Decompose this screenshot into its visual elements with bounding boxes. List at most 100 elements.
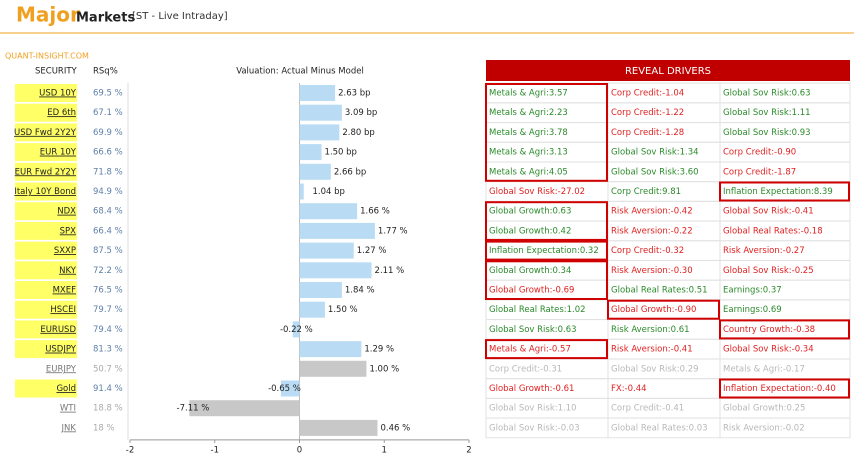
security-highlight [15, 359, 77, 378]
security-highlight [15, 261, 77, 280]
rsq: 69.5 % [93, 89, 123, 99]
security-highlight [15, 241, 77, 260]
driver: Metals & Agri:3.57 [489, 89, 568, 99]
rsq: 71.8 % [93, 167, 123, 177]
x-tick-label: 0 [297, 445, 302, 455]
driver: Corp Credit:-1.28 [611, 128, 684, 138]
security: WTI [60, 404, 76, 414]
rsq: 66.6 % [93, 148, 123, 158]
driver: Global Growth:0.63 [489, 207, 571, 217]
x-tick-label: -1 [211, 445, 219, 455]
security-highlight [15, 221, 77, 240]
driver: Inflation Expectation:0.32 [489, 246, 599, 256]
security-highlight [15, 202, 77, 221]
bar-label: 1.29 % [364, 345, 394, 355]
rsq: 91.4 % [93, 384, 123, 394]
driver-highlight-box [485, 339, 608, 360]
bar [299, 262, 372, 279]
bar-label: 1.00 % [369, 364, 399, 374]
security: JNK [61, 423, 77, 433]
bar-label: 2.63 bp [338, 89, 370, 99]
security: SPX [60, 226, 77, 236]
mode: [ST - Live Intraday] [132, 11, 228, 22]
driver: Corp Credit:-0.90 [723, 148, 796, 158]
driver: Global Sov Risk:0.63 [489, 325, 577, 335]
driver-highlight-box [719, 319, 850, 340]
security: EUR Fwd 2Y2Y [15, 167, 77, 177]
drivers-header [486, 60, 850, 81]
security-highlight [15, 123, 77, 142]
driver: Metals & Agri:4.05 [489, 167, 568, 177]
driver: Global Growth:0.34 [489, 266, 571, 276]
security: EURUSD [40, 325, 76, 335]
title: Major [16, 3, 80, 27]
driver-highlight-box [719, 181, 850, 202]
security: USDJPY [45, 345, 77, 355]
bar [299, 144, 322, 161]
security-highlight [15, 379, 77, 398]
driver: Metals & Agri:3.13 [489, 148, 568, 158]
bar-label: 2.80 bp [342, 128, 374, 138]
column-header: RSq% [93, 67, 118, 77]
bar [299, 124, 340, 141]
column-header: SECURITY [35, 67, 78, 77]
security-highlight [15, 143, 77, 162]
bar-label: 1.66 % [360, 207, 390, 217]
driver: Global Real Rates:0.03 [611, 423, 708, 433]
security-highlight [15, 162, 77, 181]
driver: Global Sov Risk:-0.03 [489, 423, 580, 433]
driver: Global Growth:-0.90 [611, 305, 696, 315]
driver: Global Sov Risk:0.93 [723, 128, 811, 138]
rsq: 81.3 % [93, 345, 123, 355]
driver: Metals & Agri:3.78 [489, 128, 568, 138]
rsq: 18.8 % [93, 404, 123, 414]
rsq: 50.7 % [93, 364, 123, 374]
driver: Global Sov Risk:3.60 [611, 167, 699, 177]
driver: Risk Aversion:-0.22 [611, 226, 693, 236]
bar [299, 85, 336, 101]
driver: Corp Credit:-0.32 [611, 246, 684, 256]
driver-highlight-box [485, 240, 608, 261]
bar-label: 1.77 % [378, 226, 408, 236]
driver: Earnings:0.69 [723, 305, 782, 315]
driver: Corp Credit:-0.31 [489, 364, 562, 374]
driver: Corp Credit:-1.22 [611, 108, 684, 118]
rsq: 87.5 % [93, 246, 123, 256]
security: SXXP [54, 246, 76, 256]
x-tick-label: 1 [382, 445, 387, 455]
driver: Corp Credit:-0.41 [611, 404, 684, 414]
security-highlight [15, 103, 77, 122]
security: EURJPY [46, 364, 77, 374]
security: NDX [57, 207, 76, 217]
driver: Inflation Expectation:-0.40 [723, 384, 836, 394]
driver: FX:-0.44 [611, 384, 647, 394]
security: HSCEI [50, 305, 76, 315]
bar [280, 380, 300, 397]
chart-title: Valuation: Actual Minus Model [236, 67, 364, 77]
bar-label: 0.46 % [380, 423, 410, 433]
security: NKY [59, 266, 77, 276]
bar-label: -0.65 % [268, 384, 301, 394]
driver: Global Sov Risk:1.34 [611, 148, 699, 158]
rsq: 72.2 % [93, 266, 123, 276]
driver-highlight-box [485, 83, 608, 182]
driver: Global Growth:0.25 [723, 404, 805, 414]
driver: Global Sov Risk:-0.41 [723, 207, 814, 217]
bar [299, 163, 331, 180]
driver: Global Growth:-0.61 [489, 384, 574, 394]
driver: Global Real Rates:1.02 [489, 305, 586, 315]
subtitle: Markets [76, 11, 135, 26]
bar-label: 2.11 % [375, 266, 405, 276]
driver: Global Growth:0.42 [489, 226, 571, 236]
security-highlight [15, 281, 77, 299]
driver: Risk Aversion:-0.41 [611, 345, 693, 355]
bar [299, 104, 342, 121]
bar-label: -0.22 % [280, 325, 313, 335]
driver: Metals & Agri:2.23 [489, 108, 568, 118]
rsq: 68.4 % [93, 207, 123, 217]
driver: Earnings:0.37 [723, 286, 782, 296]
bar [299, 183, 304, 200]
driver-highlight-box [485, 260, 608, 300]
bar [299, 282, 342, 298]
